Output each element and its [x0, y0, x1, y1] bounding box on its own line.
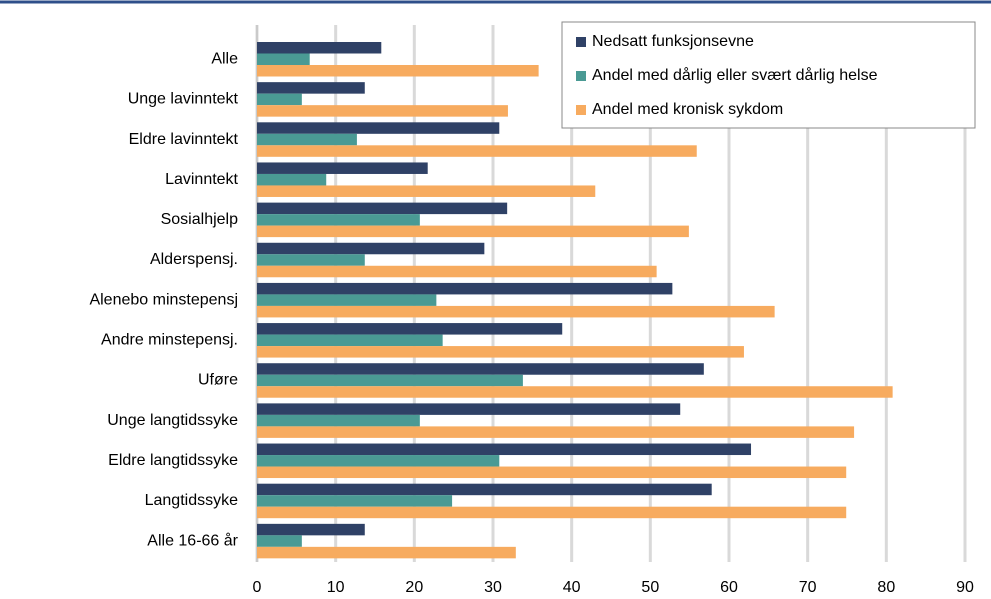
bar — [257, 282, 673, 295]
bar — [257, 145, 697, 157]
y-tick-label: Alenebo minstepensj — [89, 291, 238, 308]
bar — [257, 294, 437, 306]
x-tick-label: 80 — [877, 579, 895, 596]
x-tick-label: 90 — [956, 579, 974, 596]
x-tick-label: 60 — [720, 579, 738, 596]
bar — [257, 185, 596, 197]
x-tick-label: 0 — [253, 579, 262, 596]
x-tick-label: 70 — [799, 579, 817, 596]
x-tick-label: 50 — [641, 579, 659, 596]
legend-box — [561, 21, 976, 129]
y-tick-label: Alderspensj. — [150, 251, 238, 268]
bar — [257, 254, 365, 266]
y-tick-label: Eldre lavinntekt — [129, 131, 239, 148]
legend-swatch — [576, 37, 586, 47]
y-tick-label: Sosialhjelp — [161, 211, 238, 228]
bar — [257, 53, 310, 65]
y-tick-label: Unge lavinntekt — [128, 91, 239, 108]
bar — [257, 346, 744, 358]
y-tick-label: Andre minstepensj. — [101, 332, 238, 349]
bar — [257, 122, 500, 134]
bar — [257, 523, 365, 536]
y-tick-label: Langtidssyke — [145, 492, 238, 509]
bar — [257, 374, 523, 387]
bar — [257, 214, 420, 226]
y-tick-label: Lavinntekt — [165, 171, 238, 188]
legend-label: Nedsatt funksjonsevne — [592, 33, 754, 50]
x-tick-label: 40 — [563, 579, 581, 596]
bar — [257, 265, 657, 278]
x-tick-label: 30 — [484, 579, 502, 596]
bar — [257, 305, 775, 318]
bar — [257, 225, 689, 238]
bar — [257, 42, 382, 54]
bar — [257, 65, 539, 77]
bar — [257, 426, 855, 438]
bar — [257, 334, 443, 347]
bar — [257, 363, 704, 375]
bar — [257, 202, 508, 215]
y-tick-label: Eldre langtidssyke — [108, 452, 238, 469]
bar — [257, 466, 847, 479]
bar — [257, 173, 327, 186]
bar — [257, 386, 893, 398]
x-tick-label: 10 — [327, 579, 345, 596]
bar — [257, 443, 752, 456]
bar — [257, 82, 365, 94]
y-tick-label: Alle — [211, 50, 238, 67]
bar — [257, 495, 453, 507]
legend-label: Andel med kronisk sykdom — [592, 101, 783, 118]
bar — [257, 242, 485, 255]
bar — [257, 403, 681, 415]
bar — [257, 535, 302, 547]
bar — [257, 455, 500, 467]
y-tick-label: Uføre — [198, 372, 238, 389]
bar — [257, 323, 563, 335]
bar — [257, 105, 508, 117]
bar — [257, 414, 420, 427]
y-tick-label: Alle 16-66 år — [147, 531, 238, 549]
bar — [257, 546, 516, 559]
legend-label: Andel med dårlig eller svært dårlig hels… — [592, 66, 878, 84]
y-tick-label: Unge langtidssyke — [107, 412, 238, 429]
bar — [257, 133, 357, 146]
legend-swatch — [576, 105, 586, 115]
x-tick-label: 20 — [405, 579, 423, 596]
bar — [257, 162, 428, 174]
bar — [257, 483, 712, 496]
bar — [257, 506, 847, 519]
bar — [257, 93, 302, 106]
legend-swatch — [576, 71, 586, 81]
